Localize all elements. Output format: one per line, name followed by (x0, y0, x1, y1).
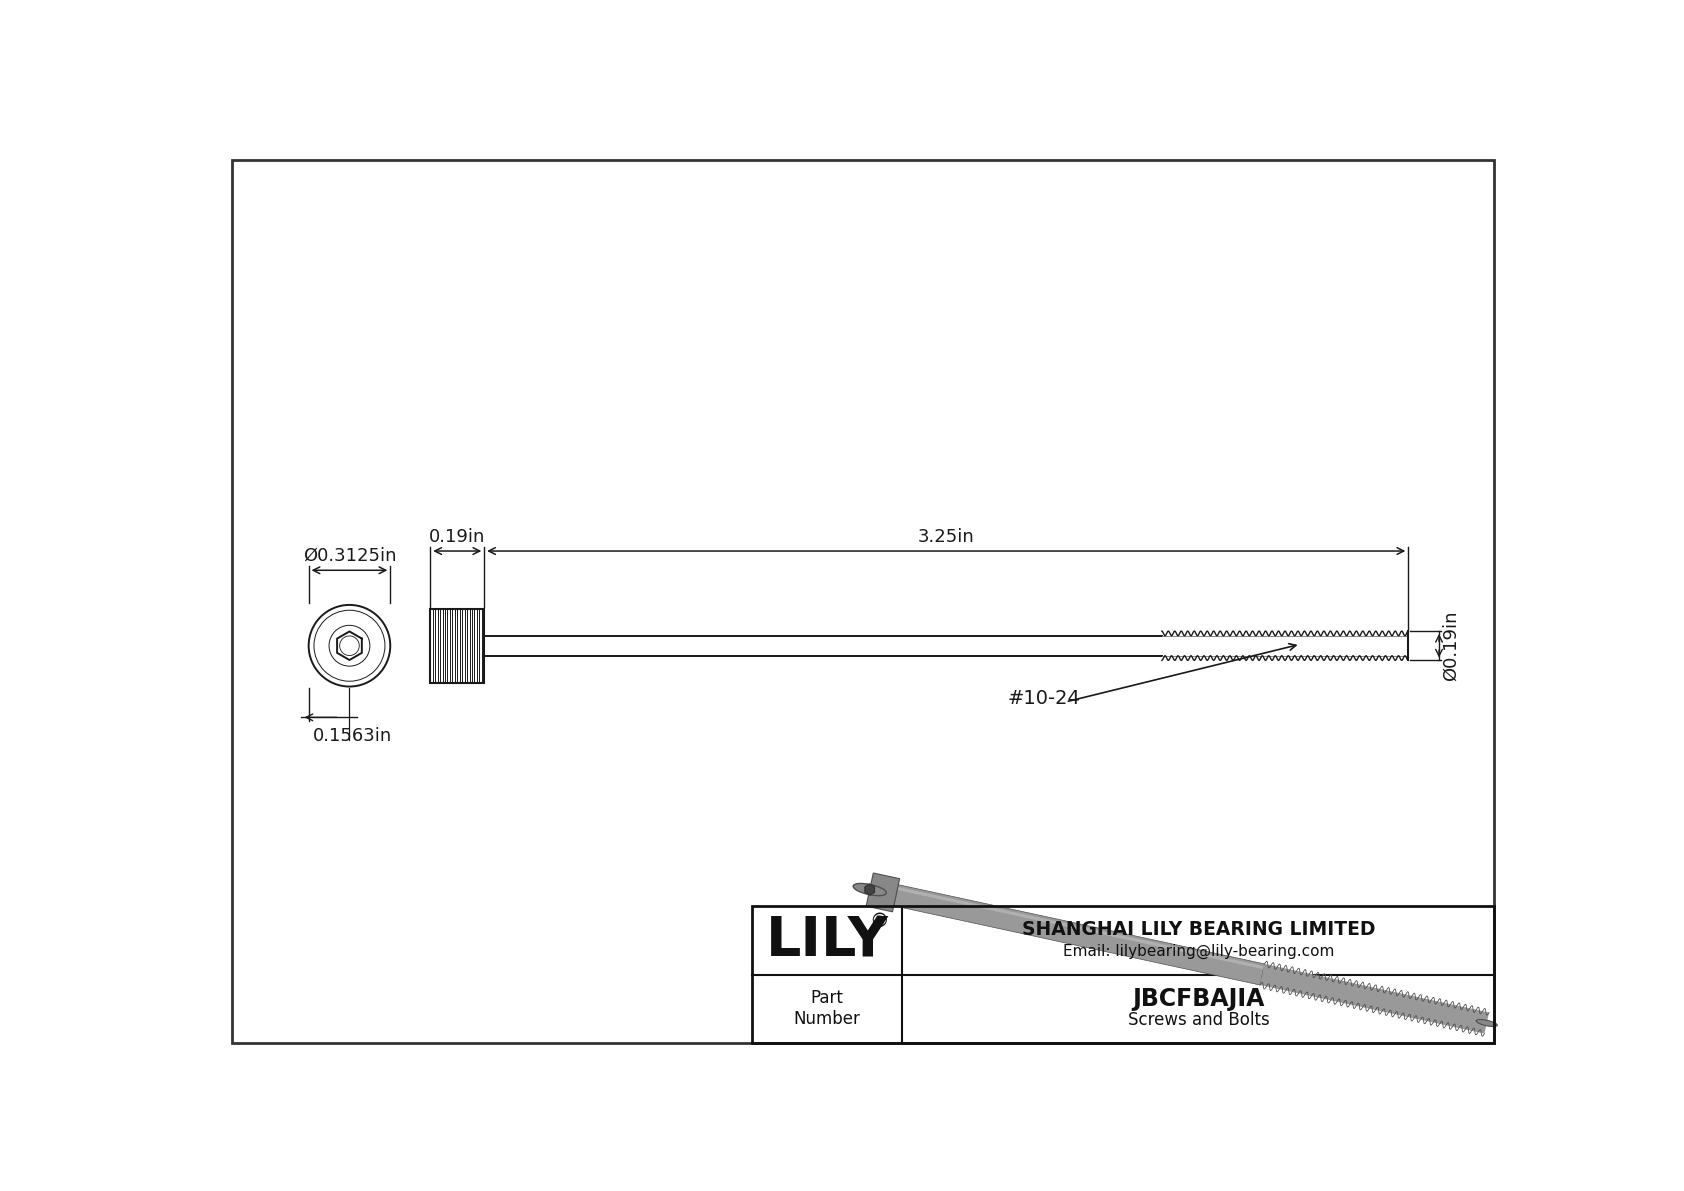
Text: Email: lilybearing@lily-bearing.com: Email: lilybearing@lily-bearing.com (1063, 944, 1334, 960)
Polygon shape (894, 885, 1265, 985)
Ellipse shape (854, 884, 886, 896)
Text: JBCFBAJIA: JBCFBAJIA (1132, 987, 1265, 1011)
Polygon shape (898, 887, 1265, 969)
Text: SHANGHAI LILY BEARING LIMITED: SHANGHAI LILY BEARING LIMITED (1022, 919, 1376, 939)
Text: 0.19in: 0.19in (429, 528, 485, 545)
Polygon shape (1260, 964, 1489, 1034)
Bar (431, 609, 485, 682)
Text: ®: ® (869, 912, 889, 931)
Polygon shape (866, 884, 874, 894)
Polygon shape (866, 873, 899, 912)
Text: 0.1563in: 0.1563in (313, 727, 392, 744)
Text: #10-24: #10-24 (1007, 688, 1081, 707)
Text: Ø0.19in: Ø0.19in (1442, 611, 1460, 681)
Ellipse shape (1477, 1019, 1497, 1027)
Text: 3.25in: 3.25in (918, 528, 975, 545)
Text: Screws and Bolts: Screws and Bolts (1128, 1011, 1270, 1029)
Text: LILY: LILY (766, 913, 887, 967)
Text: Part
Number: Part Number (793, 990, 861, 1028)
Bar (753, 906, 1494, 1043)
Text: Ø0.3125in: Ø0.3125in (303, 547, 396, 565)
